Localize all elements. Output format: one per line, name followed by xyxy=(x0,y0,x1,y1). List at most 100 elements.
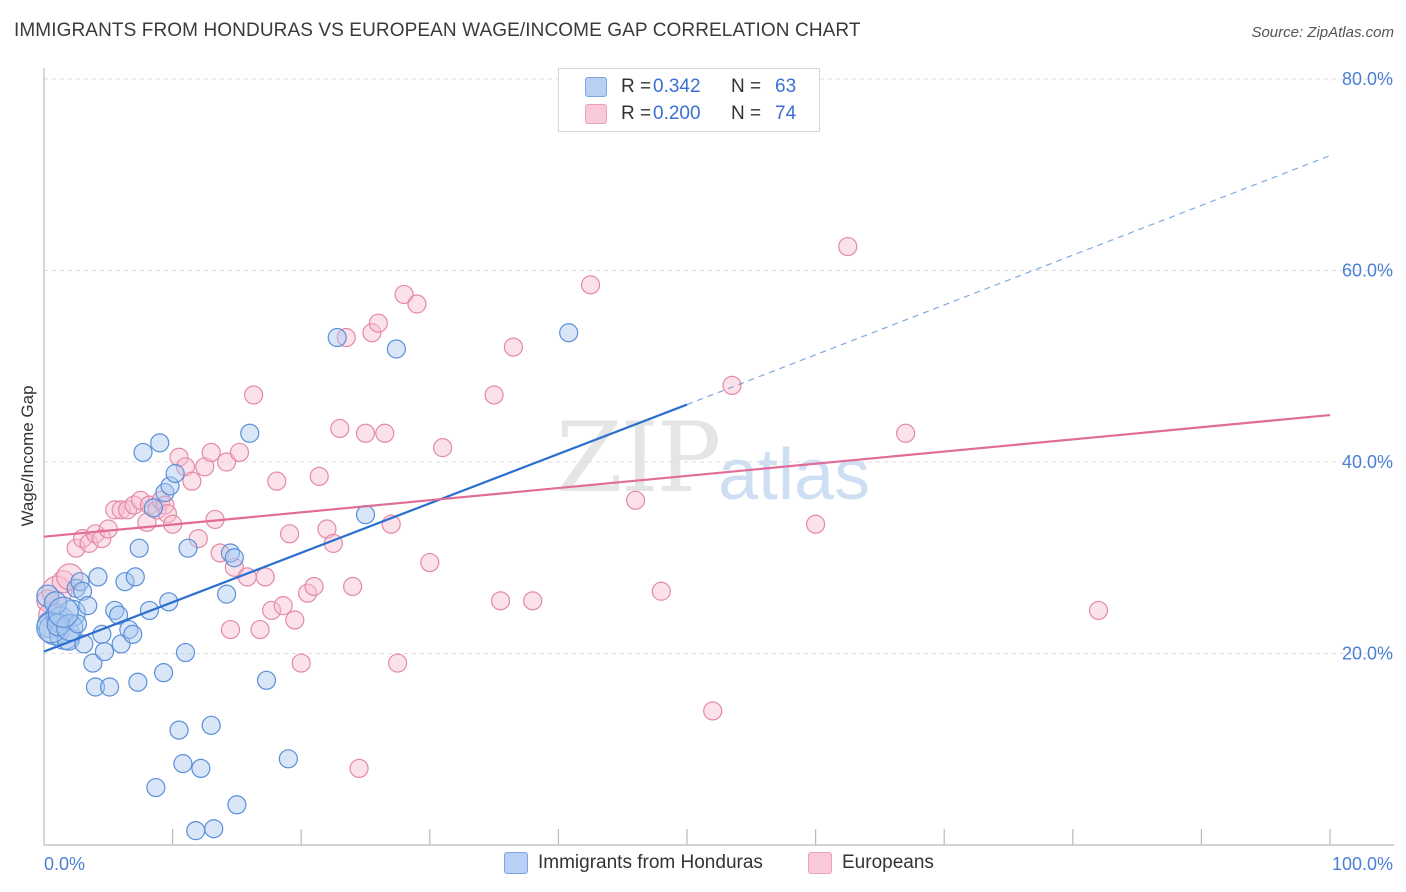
honduras-point xyxy=(278,749,298,769)
honduras-point xyxy=(150,433,170,453)
bottom-legend-swatch-europeans xyxy=(808,852,832,874)
europeans-point xyxy=(280,524,300,544)
honduras-point xyxy=(143,498,163,518)
europeans-point xyxy=(79,533,99,553)
bottom-legend-europeans: Europeans xyxy=(808,852,934,874)
europeans-point xyxy=(309,466,329,486)
watermark-atlas: atlas xyxy=(718,435,871,515)
honduras-point xyxy=(227,795,247,815)
europeans-point xyxy=(66,538,86,558)
europeans-point xyxy=(255,567,275,587)
bottom-legend-label-europeans: Europeans xyxy=(842,852,934,873)
europeans-point xyxy=(375,423,395,443)
legend-n-value-europeans: 74 xyxy=(775,103,797,124)
honduras-point xyxy=(191,758,211,779)
legend-n-label: N = xyxy=(731,103,762,124)
y-tick-label: 20.0% xyxy=(1342,644,1393,664)
europeans-point xyxy=(420,552,440,573)
europeans-point xyxy=(503,337,523,357)
europeans-point xyxy=(262,600,282,621)
y-tick-label: 80.0% xyxy=(1342,69,1393,89)
europeans-point xyxy=(394,284,414,305)
europeans-point xyxy=(722,375,742,395)
europeans-point xyxy=(523,591,543,611)
y-tick-label: 40.0% xyxy=(1342,452,1393,472)
legend-r-value-europeans: 0.200 xyxy=(653,103,701,124)
axes xyxy=(43,68,1394,846)
europeans-point xyxy=(56,563,84,591)
europeans-point xyxy=(195,457,215,477)
honduras-point xyxy=(165,463,185,484)
europeans-point xyxy=(1088,600,1109,621)
europeans-point xyxy=(330,418,350,439)
honduras-point xyxy=(355,505,376,525)
europeans-point xyxy=(368,313,388,333)
europeans-point xyxy=(362,323,382,343)
europeans-point xyxy=(92,528,112,549)
source-credit: Source: ZipAtlas.com xyxy=(1251,24,1394,41)
honduras-point xyxy=(173,754,193,774)
europeans-point xyxy=(355,423,376,443)
stats-legend: R = 0.342 N = 63 R = 0.200 N = 74 xyxy=(558,68,820,132)
honduras-point xyxy=(133,442,153,463)
honduras-point xyxy=(175,642,196,663)
europeans-point xyxy=(210,543,230,563)
europeans-point xyxy=(229,442,250,463)
europeans-point xyxy=(433,438,453,458)
honduras-point xyxy=(178,538,198,558)
honduras-point xyxy=(128,672,148,692)
europeans-point xyxy=(267,471,287,491)
europeans-point xyxy=(250,619,270,640)
legend-r-value-honduras: 0.342 xyxy=(653,76,701,97)
europeans-point xyxy=(111,500,131,520)
honduras-point xyxy=(67,614,88,634)
honduras-point xyxy=(160,476,180,496)
honduras-point xyxy=(83,653,103,673)
europeans-point xyxy=(317,519,337,539)
europeans-point xyxy=(51,570,75,594)
honduras-point xyxy=(47,596,79,628)
honduras-point xyxy=(129,538,149,558)
europeans-point xyxy=(388,653,408,673)
honduras-point xyxy=(256,670,277,690)
bottom-legend-label-honduras: Immigrants from Honduras xyxy=(538,852,763,873)
europeans-point xyxy=(651,581,671,601)
europeans-point xyxy=(285,610,305,630)
honduras-trend-line xyxy=(43,403,688,653)
watermark-zip: ZIP xyxy=(556,402,721,514)
europeans-point xyxy=(175,457,196,477)
legend-n-label: N = xyxy=(731,76,762,97)
honduras-point xyxy=(217,584,237,604)
y-tick-label: 60.0% xyxy=(1342,261,1393,281)
honduras-point xyxy=(78,596,98,616)
honduras-point xyxy=(201,715,221,735)
legend-row-europeans: R = 0.200 N = 74 xyxy=(585,101,796,127)
europeans-point xyxy=(304,576,324,597)
honduras-point xyxy=(146,777,166,798)
honduras-trend-extension xyxy=(686,155,1331,406)
europeans-point xyxy=(703,701,723,721)
europeans-point xyxy=(343,576,363,597)
legend-row-honduras: R = 0.342 N = 63 xyxy=(585,74,796,100)
chart-title: IMMIGRANTS FROM HONDURAS VS EUROPEAN WAG… xyxy=(14,20,861,41)
honduras-point xyxy=(72,581,93,601)
europeans-point xyxy=(201,442,221,463)
europeans-point xyxy=(291,653,311,673)
honduras-point xyxy=(108,605,129,625)
legend-r-label: R = xyxy=(621,103,652,124)
honduras-point xyxy=(153,663,174,683)
x-tick-label-min: 0.0% xyxy=(44,854,85,874)
honduras-point xyxy=(94,641,115,662)
europeans-trend-line xyxy=(43,413,1331,538)
europeans-point xyxy=(157,504,178,524)
europeans-point xyxy=(349,758,369,779)
honduras-point xyxy=(240,423,260,443)
y-tick-labels: 20.0% 40.0% 60.0% 80.0% xyxy=(1342,69,1393,664)
europeans-point xyxy=(217,452,237,472)
europeans-point xyxy=(244,385,264,405)
honduras-point xyxy=(85,677,106,697)
honduras-point xyxy=(125,567,145,587)
honduras-point xyxy=(204,819,224,839)
honduras-point xyxy=(386,339,406,359)
honduras-point xyxy=(99,677,120,697)
